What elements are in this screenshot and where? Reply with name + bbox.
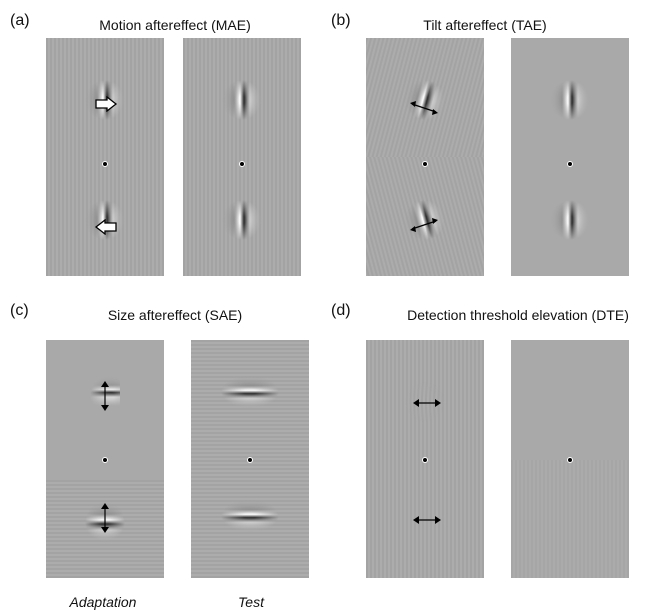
panel-b-title: Tilt aftereffect (TAE) — [423, 17, 547, 33]
tilt-double-arrow-icon — [410, 218, 438, 232]
contrast-double-arrow-icon — [413, 516, 441, 524]
dte-test-stimulus — [511, 340, 629, 578]
test-label: Test — [238, 594, 264, 610]
size-double-arrow-icon — [101, 503, 109, 533]
panel-a-letter: (a) — [10, 12, 30, 29]
sae-adaptation-stimulus — [46, 340, 164, 578]
panel-a-title: Motion aftereffect (MAE) — [99, 17, 251, 33]
panel-d-letter: (d) — [331, 302, 351, 319]
mae-test-stimulus — [183, 38, 301, 276]
contrast-double-arrow-icon — [413, 399, 441, 407]
tilt-double-arrow-icon — [410, 101, 438, 115]
panel-c-title: Size aftereffect (SAE) — [107, 307, 243, 323]
panel-b-letter: (b) — [331, 12, 351, 29]
adaptation-label: Adaptation — [69, 594, 137, 610]
tae-adaptation-stimulus — [366, 38, 484, 276]
mae-adaptation-stimulus — [46, 38, 164, 276]
size-double-arrow-icon — [101, 381, 109, 411]
hollow-arrow-left-icon — [94, 219, 117, 235]
panel-d-title: Detection threshold elevation (DTE) — [407, 307, 629, 323]
dte-adaptation-stimulus — [366, 340, 484, 578]
panel-c-letter: (c) — [10, 302, 29, 319]
hollow-arrow-right-icon — [95, 96, 118, 112]
sae-test-stimulus — [191, 340, 309, 578]
tae-test-stimulus — [511, 38, 629, 276]
